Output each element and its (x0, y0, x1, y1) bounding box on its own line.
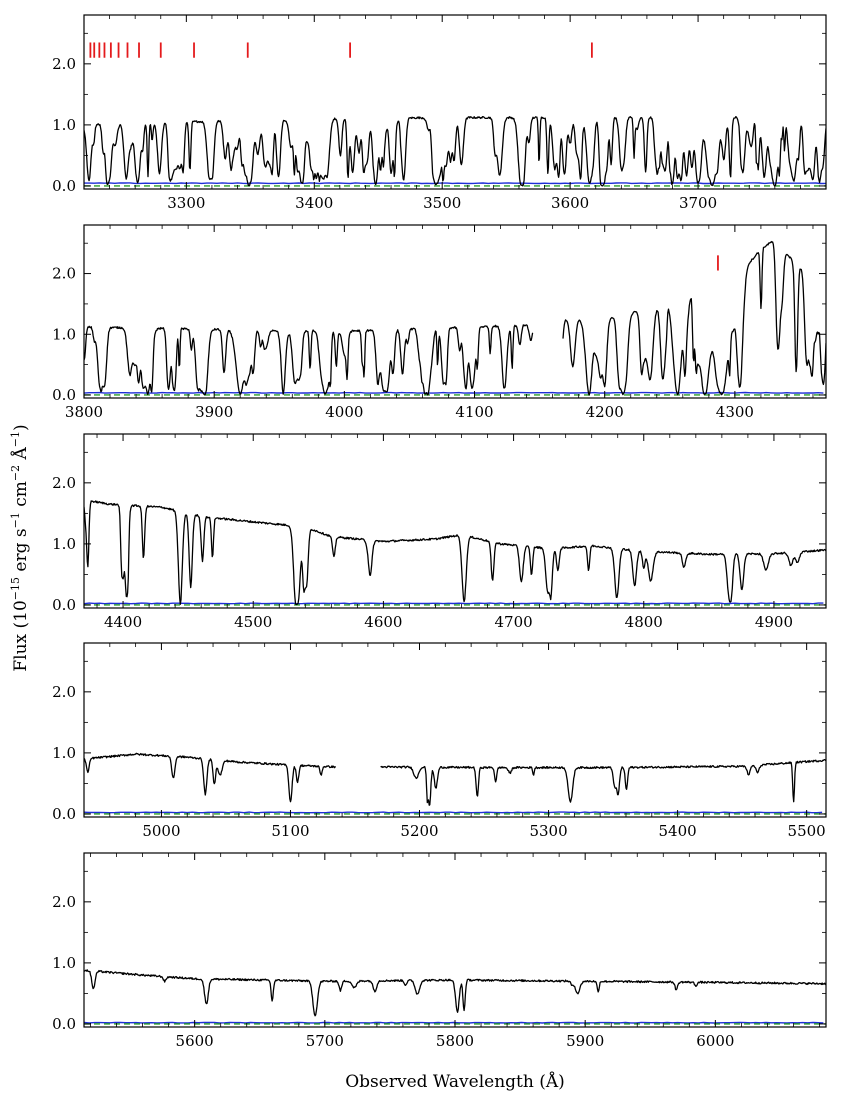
x-tick-label: 4100 (455, 403, 493, 421)
x-tick-label: 5200 (400, 822, 438, 840)
panel-frame (83, 852, 827, 1028)
y-tick-label: 2.0 (52, 55, 76, 73)
y-tick-label: 0.0 (52, 1015, 76, 1033)
y-axis-label: Flux (10−15 erg s−1 cm−2 Å−1) (9, 424, 31, 671)
y-tick-label: 1.0 (52, 325, 76, 343)
x-tick-label: 5800 (436, 1032, 474, 1050)
x-tick-label: 4300 (716, 403, 754, 421)
x-tick-label: 3700 (679, 194, 717, 212)
x-tick-label: 4900 (755, 613, 793, 631)
flux-spectrum (84, 500, 826, 606)
ylabel-sup: −1 (9, 512, 23, 529)
spectrum-panel-5: 5600 5700 5800 5900 6000 0.0 1.0 2.0 (52, 852, 827, 1050)
x-tick-label: 3800 (65, 403, 103, 421)
error-spectrum (84, 1021, 824, 1024)
y-tick-label: 0.0 (52, 805, 76, 823)
x-tick-label: 5000 (142, 822, 180, 840)
panel-plot-area (84, 969, 826, 1025)
panel-plot-area (84, 500, 826, 606)
spectrum-panel-1: 3300 3400 3500 3600 3700 0.0 1.0 2.0 (52, 14, 827, 212)
ylabel-sup: −15 (9, 576, 23, 601)
ylabel-part: ) (10, 424, 31, 431)
y-tick-label: 1.0 (52, 954, 76, 972)
x-tick-label: 5400 (659, 822, 697, 840)
y-tick-label: 1.0 (52, 116, 76, 134)
error-spectrum (84, 811, 823, 814)
spectrum-panel-4: 5000 5100 5200 5300 5400 5500 0.0 1.0 2.0 (52, 642, 827, 840)
x-tick-label: 5500 (788, 822, 826, 840)
ylabel-part: cm (10, 481, 31, 513)
x-tick-label: 4200 (586, 403, 624, 421)
ylabel-sup: −2 (9, 464, 23, 482)
y-tick-label: 2.0 (52, 474, 76, 492)
panel-frame (83, 433, 827, 609)
ylabel-part: erg s (10, 528, 31, 577)
x-tick-label: 4600 (364, 613, 402, 631)
x-tick-label: 3600 (551, 194, 589, 212)
x-tick-label: 3500 (423, 194, 461, 212)
spectrum-panel-3: 4400 4500 4600 4700 4800 4900 0.0 1.0 2.0 (52, 433, 827, 631)
x-tick-label: 3400 (295, 194, 333, 212)
ylabel-part: Å (10, 447, 31, 465)
y-tick-label: 0.0 (52, 386, 76, 404)
error-spectrum (84, 182, 826, 185)
y-tick-label: 2.0 (52, 893, 76, 911)
y-tick-label: 1.0 (52, 744, 76, 762)
y-tick-label: 2.0 (52, 265, 76, 283)
y-tick-label: 2.0 (52, 683, 76, 701)
x-tick-label: 4700 (494, 613, 532, 631)
x-axis-label: Observed Wavelength (Å) (345, 1072, 565, 1092)
panel-frame (83, 14, 827, 190)
flux-spectrum (84, 116, 826, 187)
x-tick-label: 6000 (696, 1032, 734, 1050)
panel-plot-area (84, 42, 826, 187)
ylabel-sup: −1 (9, 430, 23, 448)
ylabel-part: Flux (10 (10, 600, 31, 672)
flux-spectrum (84, 752, 337, 803)
x-tick-label: 5700 (306, 1032, 344, 1050)
x-tick-label: 3900 (195, 403, 233, 421)
flux-spectrum (84, 969, 826, 1017)
x-tick-label: 5600 (176, 1032, 214, 1050)
x-tick-label: 4500 (234, 613, 272, 631)
flux-spectrum (380, 759, 826, 806)
flux-spectrum (84, 324, 534, 396)
y-tick-label: 0.0 (52, 177, 76, 195)
panel-frame (83, 224, 827, 399)
x-tick-label: 3300 (167, 194, 205, 212)
error-spectrum (84, 391, 824, 394)
x-tick-label: 5900 (566, 1032, 604, 1050)
y-tick-label: 1.0 (52, 535, 76, 553)
x-tick-label: 4000 (325, 403, 363, 421)
x-tick-label: 4800 (625, 613, 663, 631)
x-tick-label: 5300 (529, 822, 567, 840)
panel-plot-area (84, 240, 826, 396)
error-spectrum (84, 602, 824, 605)
x-tick-label: 4400 (104, 613, 142, 631)
flux-spectrum (562, 240, 826, 396)
panel-plot-area (84, 752, 826, 815)
x-tick-label: 5100 (271, 822, 309, 840)
panel-frame (83, 642, 827, 818)
spectrum-panel-2: 3800 3900 4000 4100 4200 4300 0.0 1.0 2.0 (52, 224, 827, 421)
y-tick-label: 0.0 (52, 596, 76, 614)
